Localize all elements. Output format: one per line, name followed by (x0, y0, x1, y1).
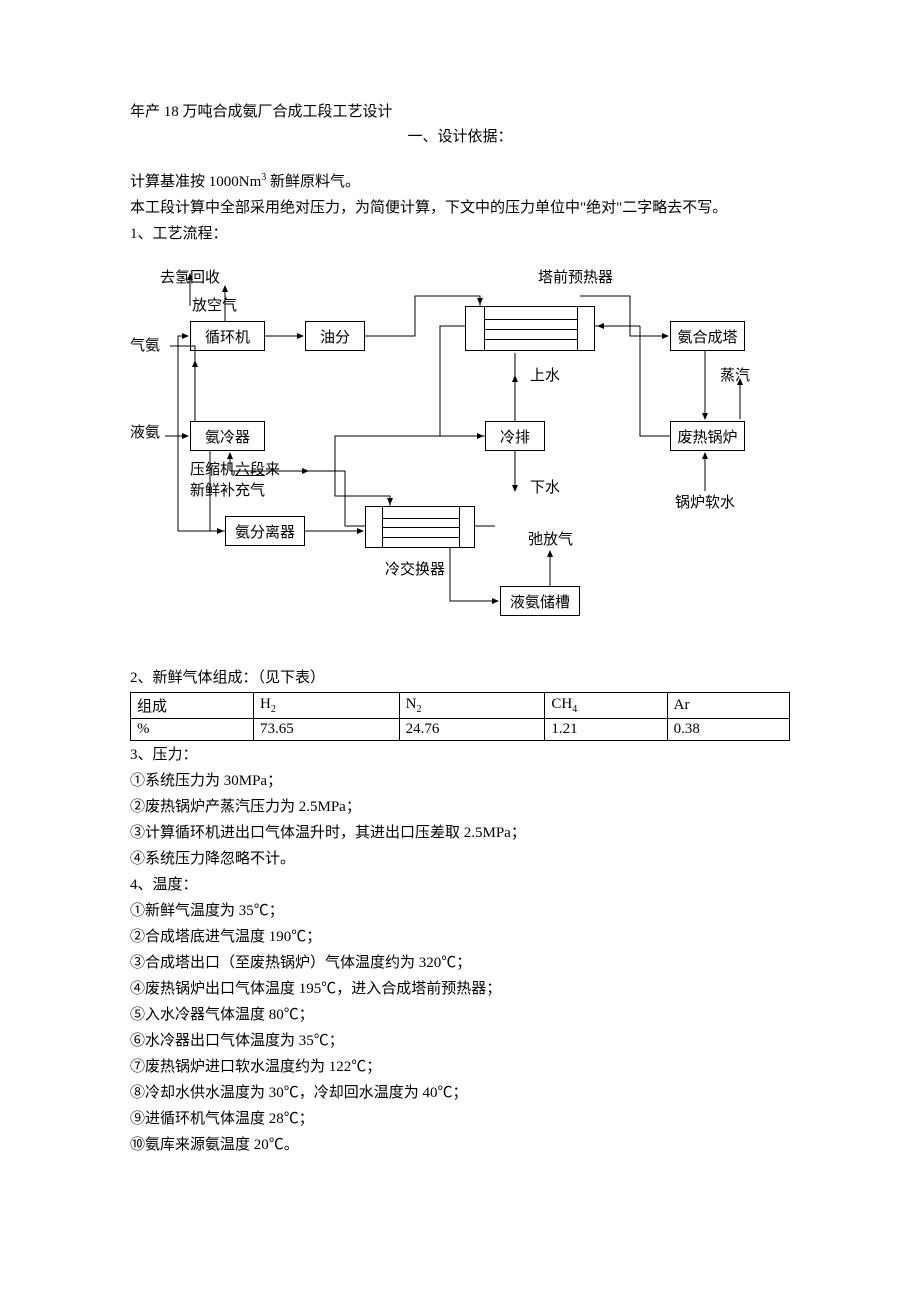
section-1-heading: 一、设计依据： (130, 125, 790, 146)
table-row: % 73.65 24.76 1.21 0.38 (131, 719, 790, 741)
process-flow-diagram: 去氢回收 塔前预热器 放空气 气氨 循环机 油分 氨合成塔 上水 蒸汽 液氨 氨… (130, 266, 790, 646)
label-fresh-gas: 新鲜补充气 (190, 479, 265, 500)
temp-item-1: ①新鲜气温度为 35℃； (130, 899, 790, 923)
cell-header-composition: 组成 (131, 693, 254, 719)
pressure-item-4: ④系统压力降忽略不计。 (130, 847, 790, 871)
temp-item-2: ②合成塔底进气温度 190℃； (130, 925, 790, 949)
compressor-c: 来 (265, 462, 280, 478)
gas-composition-table: 组成 H2 N2 CH4 Ar % 73.65 24.76 1.21 0.38 (130, 692, 790, 741)
temp-item-7: ⑦废热锅炉进口软水温度约为 122℃； (130, 1055, 790, 1079)
label-boiler-water: 锅炉软水 (675, 491, 735, 512)
box-cooling-row: 冷排 (485, 421, 545, 451)
box-synthesis-tower: 氨合成塔 (670, 321, 745, 351)
cell-h2-val: 73.65 (254, 719, 400, 741)
basis-prefix: 计算基准按 1000Nm (130, 174, 261, 190)
pressure-item-1: ①系统压力为 30MPa； (130, 769, 790, 793)
label-gas-composition: 2、新鲜气体组成：（见下表） (130, 666, 790, 690)
box-ammonia-tank: 液氨储槽 (500, 586, 580, 616)
heat-exchanger-cold (365, 506, 475, 548)
label-cold-exchanger: 冷交换器 (385, 558, 445, 579)
label-steam: 蒸汽 (720, 364, 750, 385)
label-vent-air: 放空气 (192, 294, 237, 315)
temp-item-8: ⑧冷却水供水温度为 30℃，冷却回水温度为 40℃； (130, 1081, 790, 1105)
cell-percent-label: % (131, 719, 254, 741)
temp-item-9: ⑨进循环机气体温度 28℃； (130, 1107, 790, 1131)
table-row: 组成 H2 N2 CH4 Ar (131, 693, 790, 719)
temp-item-5: ⑤入水冷器气体温度 80℃； (130, 1003, 790, 1027)
cell-ar-val: 0.38 (667, 719, 789, 741)
cell-ch4-head: CH4 (545, 693, 667, 719)
box-ammonia-cooler: 氨冷器 (190, 421, 265, 451)
label-flow: 1、工艺流程： (130, 222, 790, 246)
box-circulator: 循环机 (190, 321, 265, 351)
page: 年产 18 万吨合成氨厂合成工段工艺设计 一、设计依据： 计算基准按 1000N… (0, 0, 920, 1302)
label-gas-ammonia: 气氨 (130, 334, 160, 355)
cell-n2-val: 24.76 (399, 719, 545, 741)
temp-item-10: ⑩氨库来源氨温度 20℃。 (130, 1133, 790, 1157)
temp-item-3: ③合成塔出口（至废热锅炉）气体温度约为 320℃； (130, 951, 790, 975)
basis-suffix: 新鲜原料气。 (266, 174, 360, 190)
temp-item-6: ⑥水冷器出口气体温度为 35℃； (130, 1029, 790, 1053)
label-water-up: 上水 (530, 364, 560, 385)
label-h2-recovery: 去氢回收 (160, 266, 220, 287)
label-purge-gas: 弛放气 (528, 528, 573, 549)
cell-ch4-val: 1.21 (545, 719, 667, 741)
cell-ar-head: Ar (667, 693, 789, 719)
label-water-down: 下水 (530, 476, 560, 497)
box-waste-heat-boiler: 废热锅炉 (670, 421, 745, 451)
label-temperature: 4、温度： (130, 873, 790, 897)
label-pressure: 3、压力： (130, 743, 790, 767)
label-compressor: 压缩机六段来 (190, 458, 280, 479)
heat-exchanger-preheater (465, 306, 595, 351)
compressor-b: 六段 (235, 462, 265, 478)
temp-item-4: ④废热锅炉出口气体温度 195℃，进入合成塔前预热器； (130, 977, 790, 1001)
label-liquid-ammonia: 液氨 (130, 421, 160, 442)
compressor-a: 压缩机 (190, 462, 235, 478)
label-preheater: 塔前预热器 (538, 266, 613, 287)
pressure-note: 本工段计算中全部采用绝对压力，为简便计算，下文中的压力单位中"绝对"二字略去不写… (130, 196, 790, 220)
cell-h2-head: H2 (254, 693, 400, 719)
pressure-item-2: ②废热锅炉产蒸汽压力为 2.5MPa； (130, 795, 790, 819)
box-ammonia-separator: 氨分离器 (225, 516, 305, 546)
box-oil-separator: 油分 (305, 321, 365, 351)
calc-basis: 计算基准按 1000Nm3 新鲜原料气。 (130, 170, 790, 194)
doc-title: 年产 18 万吨合成氨厂合成工段工艺设计 (130, 100, 790, 121)
pressure-item-3: ③计算循环机进出口气体温升时，其进出口压差取 2.5MPa； (130, 821, 790, 845)
cell-n2-head: N2 (399, 693, 545, 719)
